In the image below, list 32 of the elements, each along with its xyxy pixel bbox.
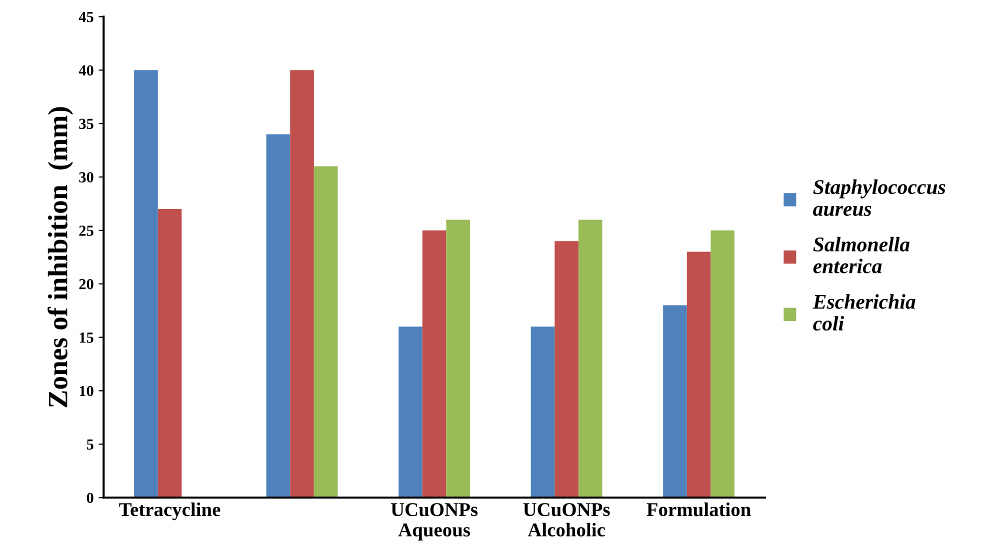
bar	[422, 230, 446, 498]
bar	[446, 220, 470, 498]
bar	[290, 70, 314, 498]
y-axis-title: Zones of inhibition (mm)	[48, 107, 74, 408]
bar	[398, 326, 422, 498]
x-tick-label: UCuONPs Aqueous	[391, 503, 478, 540]
y-tick-label: 15	[80, 332, 94, 343]
bar	[686, 252, 711, 498]
bar	[266, 134, 290, 498]
y-tick-label: 5	[86, 439, 94, 450]
y-tick-label: 40	[78, 65, 94, 76]
x-tick-label: UCuONPs Alcoholic	[523, 503, 610, 536]
legend-label: Escherichia coli	[812, 294, 916, 331]
bar	[710, 230, 735, 498]
bar	[530, 326, 555, 498]
bar	[663, 305, 687, 498]
y-tick-label: 20	[79, 279, 94, 290]
x-tick-label: Formulation	[646, 502, 751, 516]
y-tick-label: 0	[86, 492, 94, 504]
x-tick-label: Tetracycline	[119, 502, 220, 520]
bar	[314, 166, 338, 498]
legend-label: Staphylococcus aureus	[813, 179, 946, 216]
bar	[134, 70, 158, 498]
y-tick-label: 10	[80, 386, 94, 396]
y-tick-label: 25	[79, 226, 94, 236]
y-tick-label: 45	[78, 12, 94, 22]
y-tick-label: 35	[79, 118, 94, 130]
legend-label: Salmonella enterica	[813, 236, 910, 274]
bar	[554, 241, 578, 498]
bar	[158, 209, 182, 498]
bar	[578, 220, 602, 498]
y-tick-label: 30	[79, 172, 94, 182]
